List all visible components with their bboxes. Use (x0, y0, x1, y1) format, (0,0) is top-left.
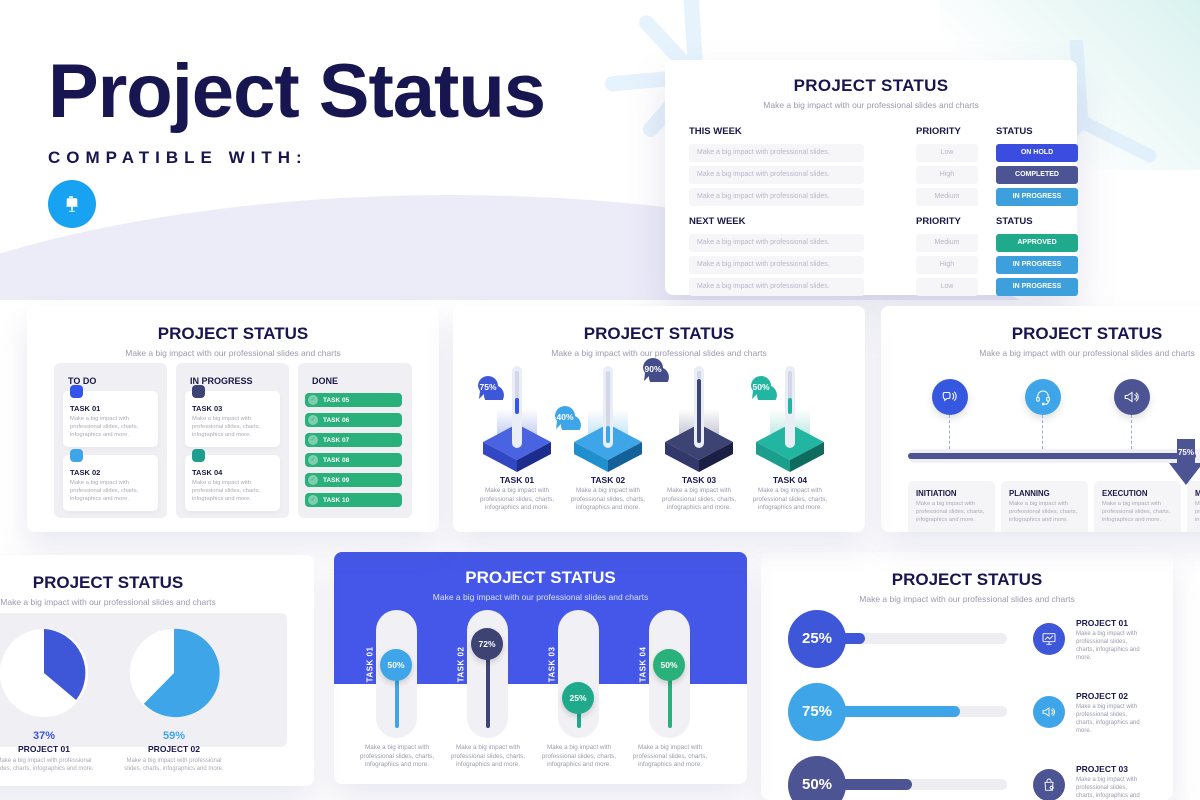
svg-text:50%: 50% (752, 382, 769, 392)
svg-text:75%: 75% (479, 382, 496, 392)
svg-text:40%: 40% (556, 412, 573, 422)
svg-text:75%: 75% (1178, 448, 1194, 457)
svg-text:90%: 90% (644, 364, 661, 374)
